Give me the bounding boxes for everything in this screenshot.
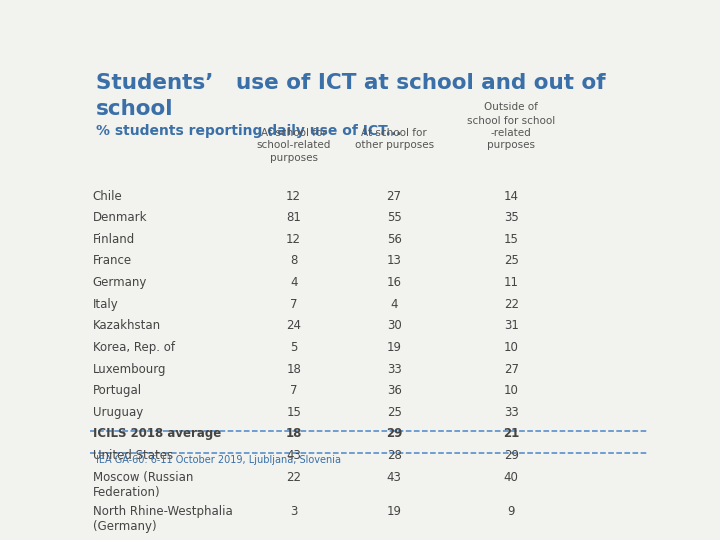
Text: 27: 27 xyxy=(504,362,519,375)
Text: school: school xyxy=(96,99,173,119)
Text: 13: 13 xyxy=(387,254,402,267)
Text: North Rhine-Westphalia
(Germany): North Rhine-Westphalia (Germany) xyxy=(93,505,233,533)
Text: Denmark: Denmark xyxy=(93,211,148,224)
Text: 19: 19 xyxy=(387,505,402,518)
Text: 25: 25 xyxy=(504,254,518,267)
Text: 3: 3 xyxy=(290,505,297,518)
Text: At school for
school-related
purposes: At school for school-related purposes xyxy=(256,128,331,163)
Text: 10: 10 xyxy=(504,341,518,354)
Text: Moscow (Russian
Federation): Moscow (Russian Federation) xyxy=(93,471,193,498)
Text: 18: 18 xyxy=(287,362,301,375)
Text: 12: 12 xyxy=(286,190,301,202)
Text: 43: 43 xyxy=(387,471,402,484)
Text: France: France xyxy=(93,254,132,267)
Text: 43: 43 xyxy=(287,449,301,462)
Text: 29: 29 xyxy=(386,427,402,441)
Text: school for school: school for school xyxy=(467,116,555,125)
Text: At school for
other purposes: At school for other purposes xyxy=(354,128,433,151)
Text: 11: 11 xyxy=(504,276,519,289)
Text: 35: 35 xyxy=(504,211,518,224)
Text: 31: 31 xyxy=(504,319,518,332)
Text: 22: 22 xyxy=(504,298,519,310)
Text: 30: 30 xyxy=(387,319,402,332)
Text: IEA GA-60: 6-11 October 2019, Ljubljana, Slovenia: IEA GA-60: 6-11 October 2019, Ljubljana,… xyxy=(96,455,341,465)
Text: 22: 22 xyxy=(286,471,301,484)
Text: ICILS 2018 average: ICILS 2018 average xyxy=(93,427,221,441)
Text: 8: 8 xyxy=(290,254,297,267)
Text: Italy: Italy xyxy=(93,298,119,310)
Text: Kazakhstan: Kazakhstan xyxy=(93,319,161,332)
Text: 9: 9 xyxy=(508,505,515,518)
Text: 29: 29 xyxy=(504,449,519,462)
Text: 14: 14 xyxy=(504,190,519,202)
Text: 15: 15 xyxy=(504,233,518,246)
Text: Luxembourg: Luxembourg xyxy=(93,362,166,375)
Text: 12: 12 xyxy=(286,233,301,246)
Text: -related
purposes: -related purposes xyxy=(487,128,535,151)
Text: 21: 21 xyxy=(503,427,519,441)
Text: Germany: Germany xyxy=(93,276,147,289)
Text: 56: 56 xyxy=(387,233,402,246)
Text: 27: 27 xyxy=(387,190,402,202)
Text: 15: 15 xyxy=(287,406,301,419)
Text: 16: 16 xyxy=(387,276,402,289)
Text: Finland: Finland xyxy=(93,233,135,246)
Text: 81: 81 xyxy=(287,211,301,224)
Text: 33: 33 xyxy=(387,362,402,375)
Text: 10: 10 xyxy=(504,384,518,397)
Text: 55: 55 xyxy=(387,211,402,224)
Text: 33: 33 xyxy=(504,406,518,419)
Text: 19: 19 xyxy=(387,341,402,354)
Text: 36: 36 xyxy=(387,384,402,397)
Text: 4: 4 xyxy=(390,298,398,310)
Text: 25: 25 xyxy=(387,406,402,419)
Text: Students’   use of ICT at school and out of: Students’ use of ICT at school and out o… xyxy=(96,73,606,93)
Text: 24: 24 xyxy=(286,319,301,332)
Text: 18: 18 xyxy=(286,427,302,441)
Text: United States: United States xyxy=(93,449,173,462)
Text: 28: 28 xyxy=(387,449,402,462)
Text: 5: 5 xyxy=(290,341,297,354)
Text: 7: 7 xyxy=(290,298,297,310)
Text: Portugal: Portugal xyxy=(93,384,142,397)
Text: Uruguay: Uruguay xyxy=(93,406,143,419)
Text: 4: 4 xyxy=(290,276,297,289)
Text: % students reporting daily use of ICT...: % students reporting daily use of ICT... xyxy=(96,124,401,138)
Text: 40: 40 xyxy=(504,471,518,484)
Text: Korea, Rep. of: Korea, Rep. of xyxy=(93,341,175,354)
Text: 7: 7 xyxy=(290,384,297,397)
Text: Outside of: Outside of xyxy=(485,102,539,112)
Text: Chile: Chile xyxy=(93,190,122,202)
